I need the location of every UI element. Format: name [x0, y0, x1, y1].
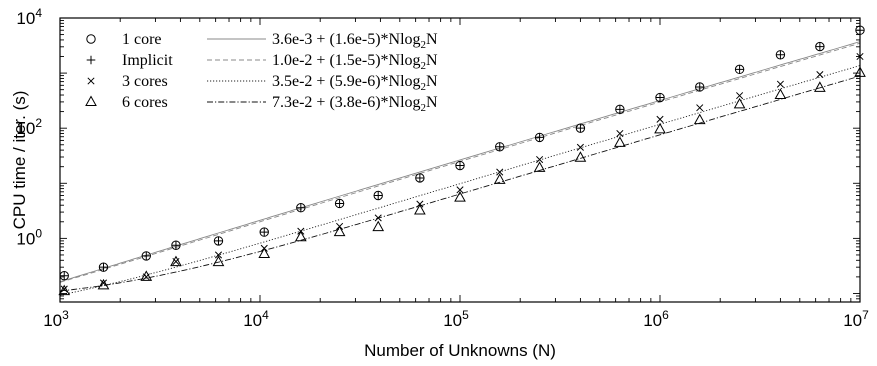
marker-plus-10: [455, 161, 465, 170]
marker-x-10: [456, 186, 464, 194]
legend-series-name: Implicit: [122, 52, 173, 69]
marker-plus-1: [99, 262, 108, 272]
marker-plus-17: [735, 65, 744, 74]
fit-line-2: [59, 65, 861, 296]
legend-series-name: 1 core: [122, 31, 162, 48]
marker-triangle-1: [97, 278, 110, 290]
marker-plus-5: [259, 227, 269, 237]
marker-plus-12: [535, 133, 544, 142]
marker-plus-13: [576, 123, 585, 133]
y-axis-label: CPU time / iter. (s): [10, 91, 29, 230]
legend-fit-label: 3.6e-3 + (1.6e-5)*Nlog2N: [272, 31, 438, 51]
marker-x-18: [776, 80, 784, 88]
marker-plus-3: [171, 240, 181, 250]
marker-triangle-12: [533, 161, 546, 172]
fit-line-0: [59, 41, 861, 283]
y-tick-label: 104: [16, 6, 42, 28]
data-markers: [58, 25, 866, 296]
marker-x-16: [696, 104, 704, 112]
marker-triangle-6: [294, 230, 307, 242]
x-tick-label: 106: [643, 308, 669, 330]
marker-x-8: [374, 214, 382, 222]
marker-triangle-7: [333, 225, 346, 237]
marker-x-1: [99, 279, 108, 287]
marker-x-14: [616, 129, 624, 138]
marker-plus-18: [776, 50, 785, 60]
marker-triangle-5: [258, 247, 271, 259]
x-axis-label: Number of Unknowns (N): [364, 341, 556, 360]
x-tick-label: 103: [43, 308, 69, 330]
marker-triangle-17: [733, 97, 746, 109]
marker-x-12: [536, 155, 544, 164]
marker-plus-0: [59, 271, 69, 281]
marker-x-17: [736, 92, 744, 100]
marker-plus-16: [695, 82, 705, 92]
marker-plus-6: [296, 203, 306, 213]
marker-plus-14: [615, 105, 625, 114]
marker-triangle-8: [372, 220, 385, 232]
marker-plus-9: [415, 173, 425, 183]
marker-x-3: [172, 257, 180, 266]
marker-plus-7: [335, 199, 344, 208]
marker-triangle-18: [774, 88, 787, 100]
legend-series-name: 3 cores: [122, 73, 168, 90]
marker-x-15: [656, 115, 664, 123]
legend-marker-1: [86, 55, 96, 65]
marker-plus-19: [815, 42, 825, 51]
marker-x-13: [576, 143, 584, 151]
legend-fit-label: 3.5e-2 + (5.9e-6)*Nlog2N: [272, 73, 438, 93]
marker-triangle-10: [454, 191, 466, 202]
marker-plus-4: [214, 236, 223, 246]
legend-marker-0: [86, 34, 96, 44]
marker-plus-15: [655, 93, 665, 102]
marker-triangle-2: [140, 270, 153, 281]
marker-triangle-3: [170, 255, 182, 267]
legend-series-name: 6 cores: [122, 94, 168, 111]
x-tick-label: 105: [443, 308, 469, 330]
marker-triangle-0: [58, 284, 71, 296]
marker-x-4: [214, 251, 223, 259]
marker-triangle-11: [493, 173, 506, 184]
x-tick-label: 104: [243, 308, 269, 330]
legend-fit-label: 1.0e-2 + (1.5e-5)*Nlog2N: [272, 52, 438, 72]
legend-fit-label: 7.3e-2 + (3.8e-6)*Nlog2N: [272, 94, 438, 114]
marker-plus-8: [373, 191, 383, 200]
fit-line-3: [59, 75, 861, 292]
marker-triangle-13: [574, 151, 587, 162]
marker-triangle-15: [654, 122, 666, 134]
marker-triangle-19: [814, 81, 826, 92]
legend-marker-3: [85, 95, 97, 106]
legend-marker-2: [87, 77, 95, 85]
marker-x-11: [496, 168, 504, 176]
legend: 1 core 3.6e-3 + (1.6e-5)*Nlog2N Implicit 1.…: [85, 31, 438, 114]
marker-plus-2: [141, 251, 151, 261]
marker-triangle-9: [414, 204, 426, 215]
x-tick-label: 107: [843, 308, 869, 330]
marker-triangle-16: [693, 113, 706, 125]
marker-triangle-4: [212, 255, 225, 267]
marker-x-19: [816, 71, 824, 79]
marker-plus-11: [495, 142, 505, 152]
marker-x-0: [60, 285, 68, 293]
marker-triangle-14: [614, 136, 626, 147]
